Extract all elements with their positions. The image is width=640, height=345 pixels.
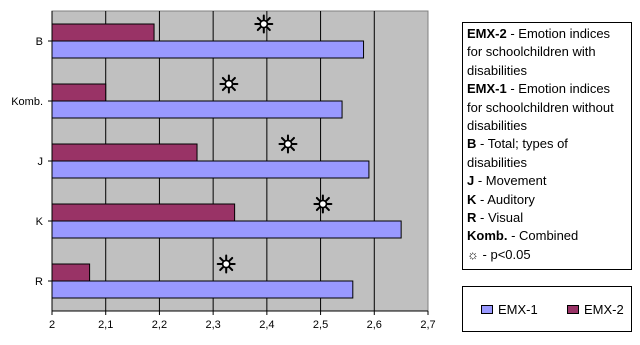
note-item: R - Visual bbox=[467, 209, 627, 227]
significance-sun-icon bbox=[219, 74, 239, 94]
note-key: K bbox=[467, 191, 477, 207]
note-text: - Auditory bbox=[476, 191, 535, 207]
y-tick-label: Komb. bbox=[11, 96, 43, 108]
x-axis-ticks: 2 2,1 2,2 2,3 2,4 2,5 2,6 2,7 bbox=[49, 310, 436, 331]
x-tick-label: 2,5 bbox=[313, 319, 328, 331]
note-text: - Visual bbox=[476, 210, 524, 226]
significance-sun-icon bbox=[216, 254, 236, 274]
notes-list: EMX-2 - Emotion indices for schoolchildr… bbox=[467, 25, 627, 264]
y-tick-label: R bbox=[35, 276, 43, 288]
note-text: - Total; types of disabilities bbox=[467, 136, 568, 170]
notes-box: EMX-2 - Emotion indices for schoolchildr… bbox=[462, 22, 632, 270]
bar-emx1 bbox=[51, 100, 343, 119]
significance-sun-icon bbox=[313, 194, 333, 214]
legend-label-emx1: EMX-1 bbox=[498, 302, 538, 317]
note-key: B bbox=[467, 136, 477, 152]
note-key: EMX-2 bbox=[467, 26, 507, 41]
bar-emx2 bbox=[51, 23, 155, 42]
x-tick-label: 2,6 bbox=[367, 319, 382, 331]
significance-sun-icon bbox=[278, 134, 298, 154]
legend-item-emx1: EMX-1 bbox=[481, 302, 538, 317]
legend-label-emx2: EMX-2 bbox=[584, 302, 624, 317]
note-text: - Movement bbox=[474, 173, 547, 189]
bar-emx2 bbox=[51, 203, 236, 222]
note-item: ☼ - p<0.05 bbox=[467, 246, 627, 264]
x-tick-label: 2,3 bbox=[205, 319, 220, 331]
bars bbox=[51, 23, 402, 299]
bar-emx1 bbox=[51, 280, 354, 299]
note-item: Komb. - Combined bbox=[467, 227, 627, 245]
x-tick-label: 2,1 bbox=[98, 319, 113, 331]
note-item: EMX-1 - Emotion indices for schoolchildr… bbox=[467, 80, 627, 135]
legend: EMX-1 EMX-2 bbox=[462, 286, 632, 332]
note-item: B - Total; types of disabilities bbox=[467, 135, 627, 172]
legend-item-emx2: EMX-2 bbox=[567, 302, 624, 317]
x-tick-label: 2 bbox=[49, 319, 55, 331]
note-key: Komb. bbox=[467, 228, 508, 244]
bar-emx2 bbox=[51, 263, 91, 282]
bar-emx2 bbox=[51, 83, 107, 102]
bar-emx1 bbox=[51, 40, 365, 59]
note-item: J - Movement bbox=[467, 172, 627, 190]
y-tick-label: K bbox=[36, 216, 44, 228]
note-key: R bbox=[467, 210, 477, 226]
note-text: - Emotion indices for schoolchildren wit… bbox=[467, 26, 611, 78]
note-key: J bbox=[467, 173, 475, 189]
bar-emx1 bbox=[51, 160, 370, 179]
y-tick-label: J bbox=[38, 156, 44, 168]
x-tick-label: 2,4 bbox=[259, 319, 274, 331]
note-item: K - Auditory bbox=[467, 191, 627, 209]
legend-swatch-emx1 bbox=[481, 305, 493, 314]
note-text: - Emotion indices for schoolchildren wit… bbox=[467, 81, 614, 134]
note-text: - p<0.05 bbox=[478, 246, 531, 262]
note-key: EMX-1 bbox=[467, 81, 507, 97]
x-tick-label: 2,7 bbox=[420, 319, 435, 331]
x-tick-label: 2,2 bbox=[152, 319, 167, 331]
note-text: - Combined bbox=[507, 228, 579, 244]
y-tick-label: B bbox=[36, 36, 43, 48]
bar-emx1 bbox=[51, 220, 402, 239]
y-axis-ticks: B Komb. J K R bbox=[11, 11, 53, 311]
bar-emx2 bbox=[51, 143, 198, 162]
significance-markers bbox=[216, 14, 333, 274]
legend-swatch-emx2 bbox=[567, 305, 579, 314]
note-item: EMX-2 - Emotion indices for schoolchildr… bbox=[467, 25, 627, 80]
note-key: ☼ bbox=[467, 246, 479, 262]
significance-sun-icon bbox=[254, 14, 274, 34]
